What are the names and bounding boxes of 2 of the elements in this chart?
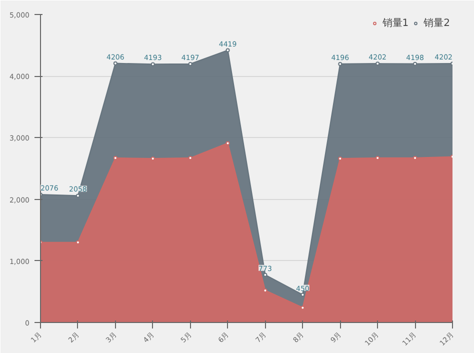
legend-label: 销量1: [382, 17, 409, 30]
legend-label: 销量2: [424, 17, 450, 30]
